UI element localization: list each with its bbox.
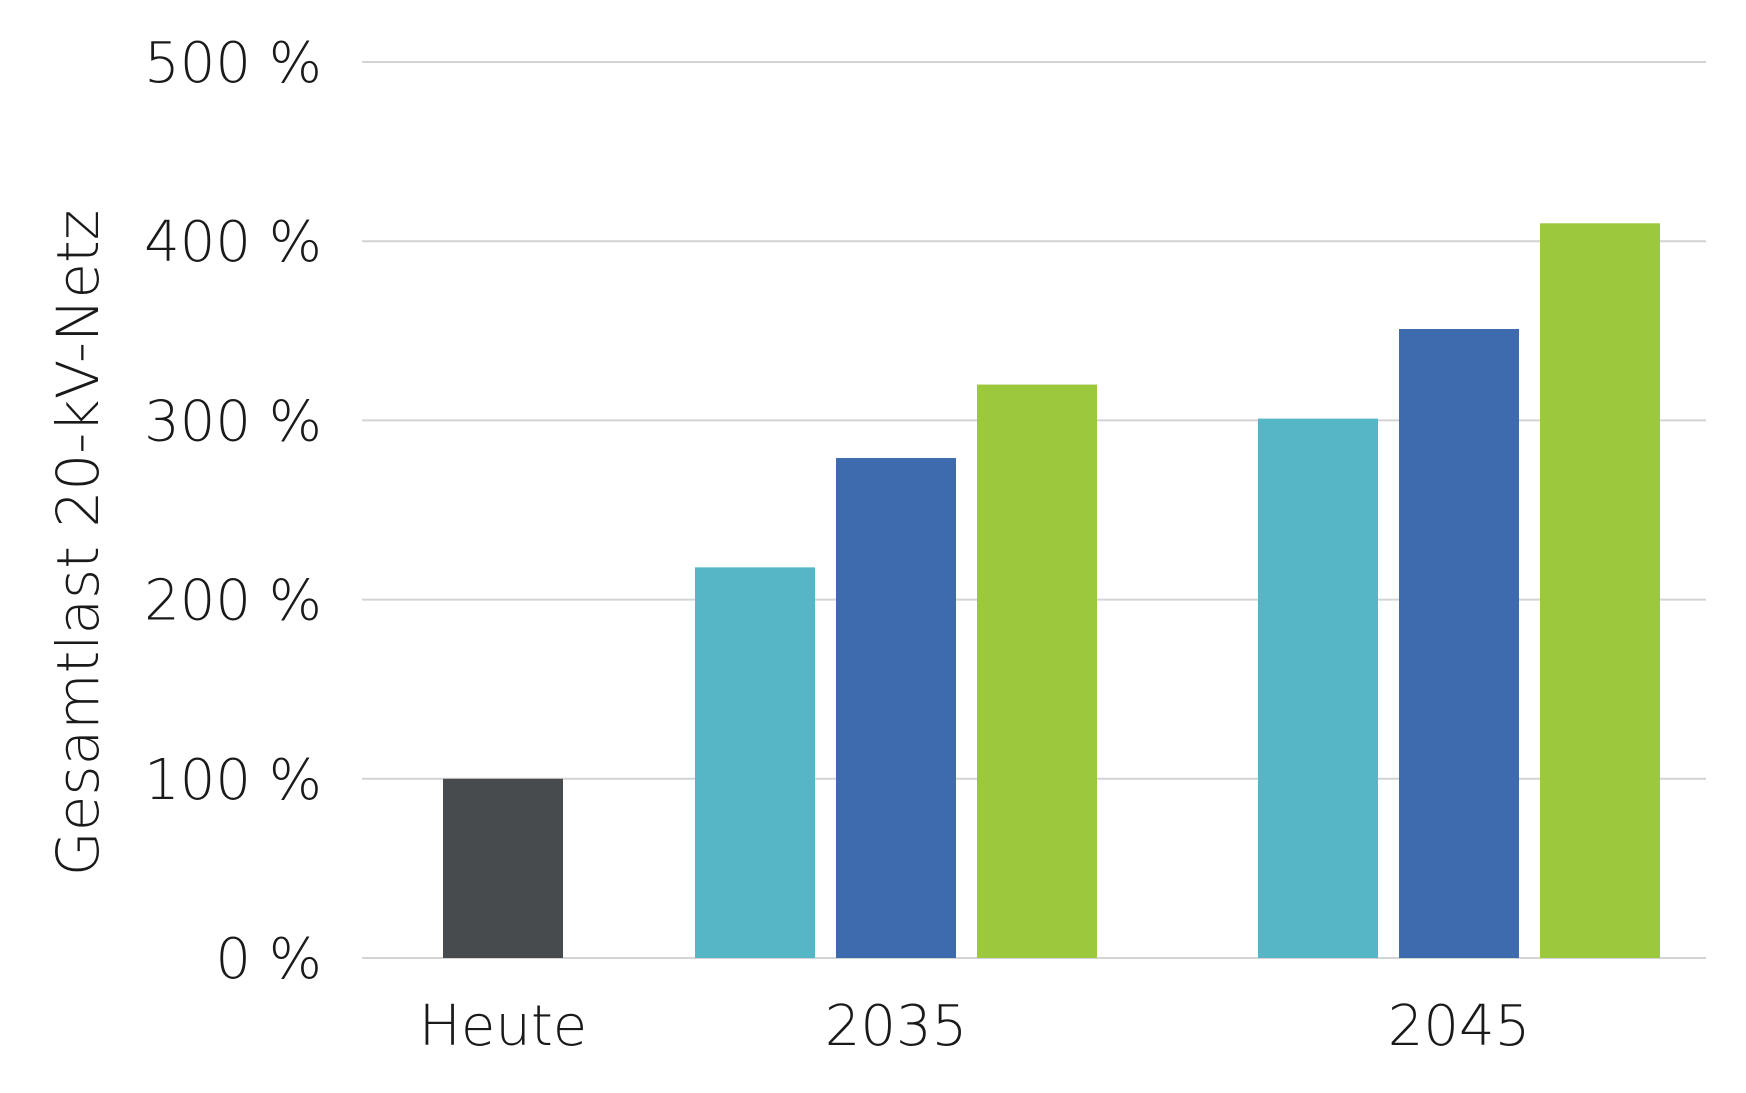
y-tick-label: 400 % [144,210,322,275]
bar-2045-1 [1258,418,1378,958]
x-axis-categories: Heute 2035 2045 [419,994,1530,1059]
y-axis-ticks: 0 % 100 % 200 % 300 % 400 % 500 % [144,31,322,992]
bar-2035-1 [695,567,815,958]
x-category-label: Heute [419,994,587,1059]
bar-2035-3 [977,384,1097,958]
x-category-label: 2035 [825,994,968,1059]
y-axis-title: Gesamtlast 20-kV-Netz [44,210,112,876]
y-tick-label: 100 % [144,748,322,813]
bar-2045-3 [1540,223,1660,958]
y-tick-label: 500 % [144,31,322,96]
x-category-label: 2045 [1388,994,1531,1059]
y-tick-label: 0 % [215,927,322,992]
y-tick-label: 200 % [144,569,322,634]
bar-Heute-1 [443,778,563,958]
bars [443,223,1660,958]
bar-2045-2 [1399,329,1519,958]
bar-2035-2 [836,458,956,958]
y-tick-label: 300 % [144,389,322,454]
